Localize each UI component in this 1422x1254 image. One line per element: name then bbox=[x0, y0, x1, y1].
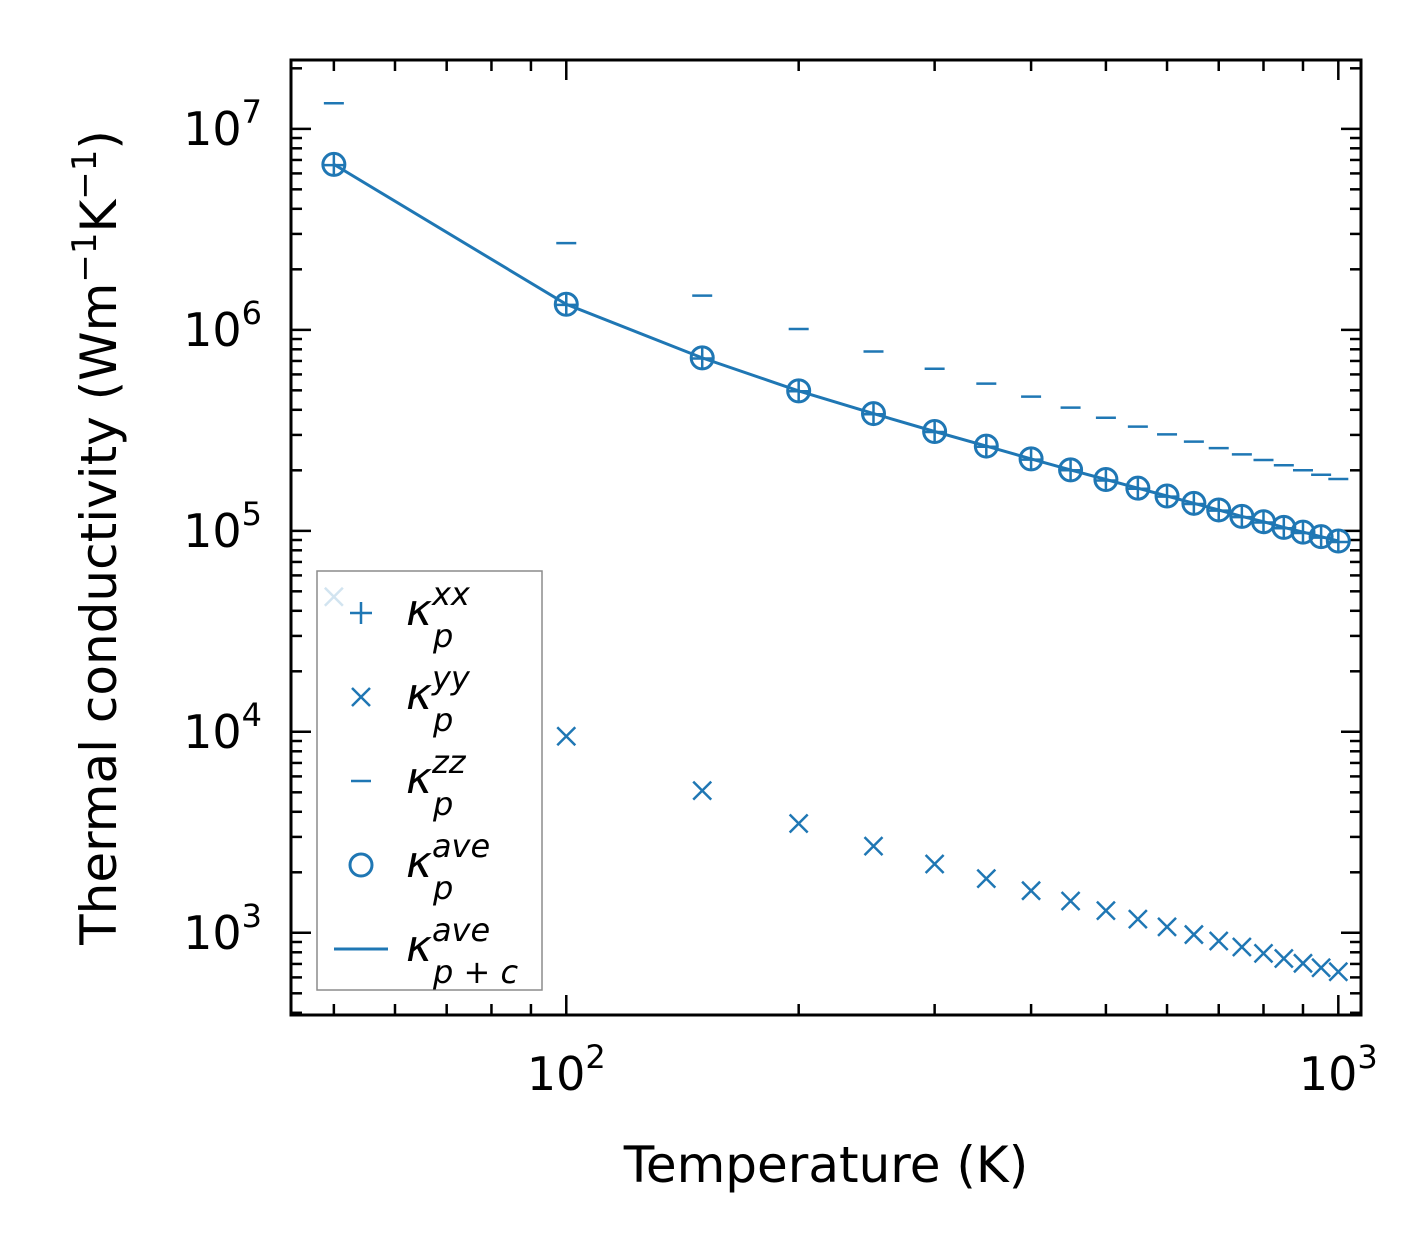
series-line-kappa_pc_ave bbox=[333, 163, 1339, 543]
marker-kappa_p_yy bbox=[1293, 953, 1313, 974]
marker-kappa_p_yy bbox=[924, 854, 945, 874]
y-axis-label-prefix: Thermal conductivity (Wm bbox=[70, 283, 128, 946]
marker-kappa_p_yy bbox=[556, 726, 577, 747]
legend-label-kappa_p_yy: κyy p bbox=[406, 659, 471, 739]
marker-kappa_p_ave bbox=[1206, 497, 1232, 523]
marker-kappa_p_yy bbox=[692, 780, 713, 801]
marker-kappa_p_ave bbox=[1125, 475, 1151, 501]
axis-ticks bbox=[291, 60, 1361, 1015]
x-tick-label: 102 bbox=[527, 1038, 606, 1101]
legend-label-kappa_p_zz: κzz p bbox=[406, 743, 467, 823]
y-tick-label: 107 bbox=[183, 93, 262, 156]
y-tick-label: 105 bbox=[183, 495, 262, 558]
x-tick-label: 103 bbox=[1299, 1038, 1378, 1101]
marker-kappa_p_ave bbox=[1181, 490, 1207, 516]
marker-kappa_p_yy bbox=[1127, 909, 1148, 929]
plot-frame bbox=[289, 58, 1363, 1017]
marker-kappa_p_yy bbox=[1021, 880, 1041, 901]
tick-labels: 102 103 103 104 105 106 107 bbox=[183, 93, 1378, 1101]
marker-kappa_p_ave bbox=[922, 418, 948, 444]
marker-kappa_p_ave bbox=[1093, 467, 1119, 493]
marker-kappa_p_yy bbox=[1311, 957, 1332, 978]
y-axis-label: Thermal conductivity (Wm−1K−1) bbox=[65, 130, 128, 946]
marker-kappa_p_ave bbox=[1018, 446, 1044, 472]
y-axis-label-suffix: ) bbox=[70, 130, 128, 150]
marker-kappa_p_ave bbox=[1290, 519, 1316, 545]
marker-kappa_p_yy bbox=[788, 813, 809, 834]
marker-kappa_p_ave bbox=[1271, 514, 1297, 540]
marker-kappa_p_ave bbox=[321, 151, 347, 177]
y-tick-label: 103 bbox=[183, 897, 262, 960]
chart-marks bbox=[321, 102, 1351, 982]
marker-kappa_p_ave bbox=[1308, 524, 1334, 550]
marker-kappa_p_yy bbox=[1096, 900, 1116, 921]
legend-handle-kappa_p_yy bbox=[351, 687, 371, 707]
marker-kappa_p_yy bbox=[1253, 943, 1274, 964]
marker-kappa_p_yy bbox=[1231, 937, 1252, 957]
marker-kappa_p_ave bbox=[1325, 528, 1351, 554]
legend-handle-kappa_p_ave bbox=[348, 852, 374, 878]
y-tick-label: 106 bbox=[183, 294, 262, 357]
marker-kappa_p_ave bbox=[786, 378, 812, 404]
marker-kappa_p_ave bbox=[1058, 457, 1084, 483]
marker-kappa_p_ave bbox=[553, 291, 579, 317]
marker-kappa_p_yy bbox=[976, 868, 997, 889]
legend-label-kappa_pc_ave: κave p + c bbox=[406, 911, 518, 991]
y-tick-label: 104 bbox=[183, 696, 262, 759]
marker-kappa_p_yy bbox=[863, 836, 884, 856]
legend-handle-kappa_p_xx bbox=[350, 602, 372, 624]
y-axis-label-exp1: −1 bbox=[65, 233, 105, 283]
legend-label-kappa_p_ave: κave p bbox=[406, 827, 490, 907]
marker-kappa_p_yy bbox=[1273, 948, 1294, 969]
marker-kappa_p_ave bbox=[689, 345, 715, 371]
marker-kappa_p_ave bbox=[860, 401, 886, 427]
marker-kappa_p_yy bbox=[1183, 924, 1204, 945]
marker-kappa_p_yy bbox=[1328, 961, 1349, 982]
marker-kappa_p_yy bbox=[1208, 931, 1229, 951]
marker-kappa_p_ave bbox=[973, 433, 999, 459]
marker-kappa_p_yy bbox=[1060, 891, 1081, 911]
marker-kappa_p_ave bbox=[1154, 483, 1180, 509]
y-axis-label-exp2: −1 bbox=[65, 150, 105, 200]
y-axis-label-mid: K bbox=[70, 199, 128, 233]
legend-label-kappa_p_xx: κxx p bbox=[406, 575, 471, 655]
marker-kappa_p_yy bbox=[1157, 917, 1177, 937]
x-axis-label: Temperature (K) bbox=[623, 1136, 1028, 1194]
